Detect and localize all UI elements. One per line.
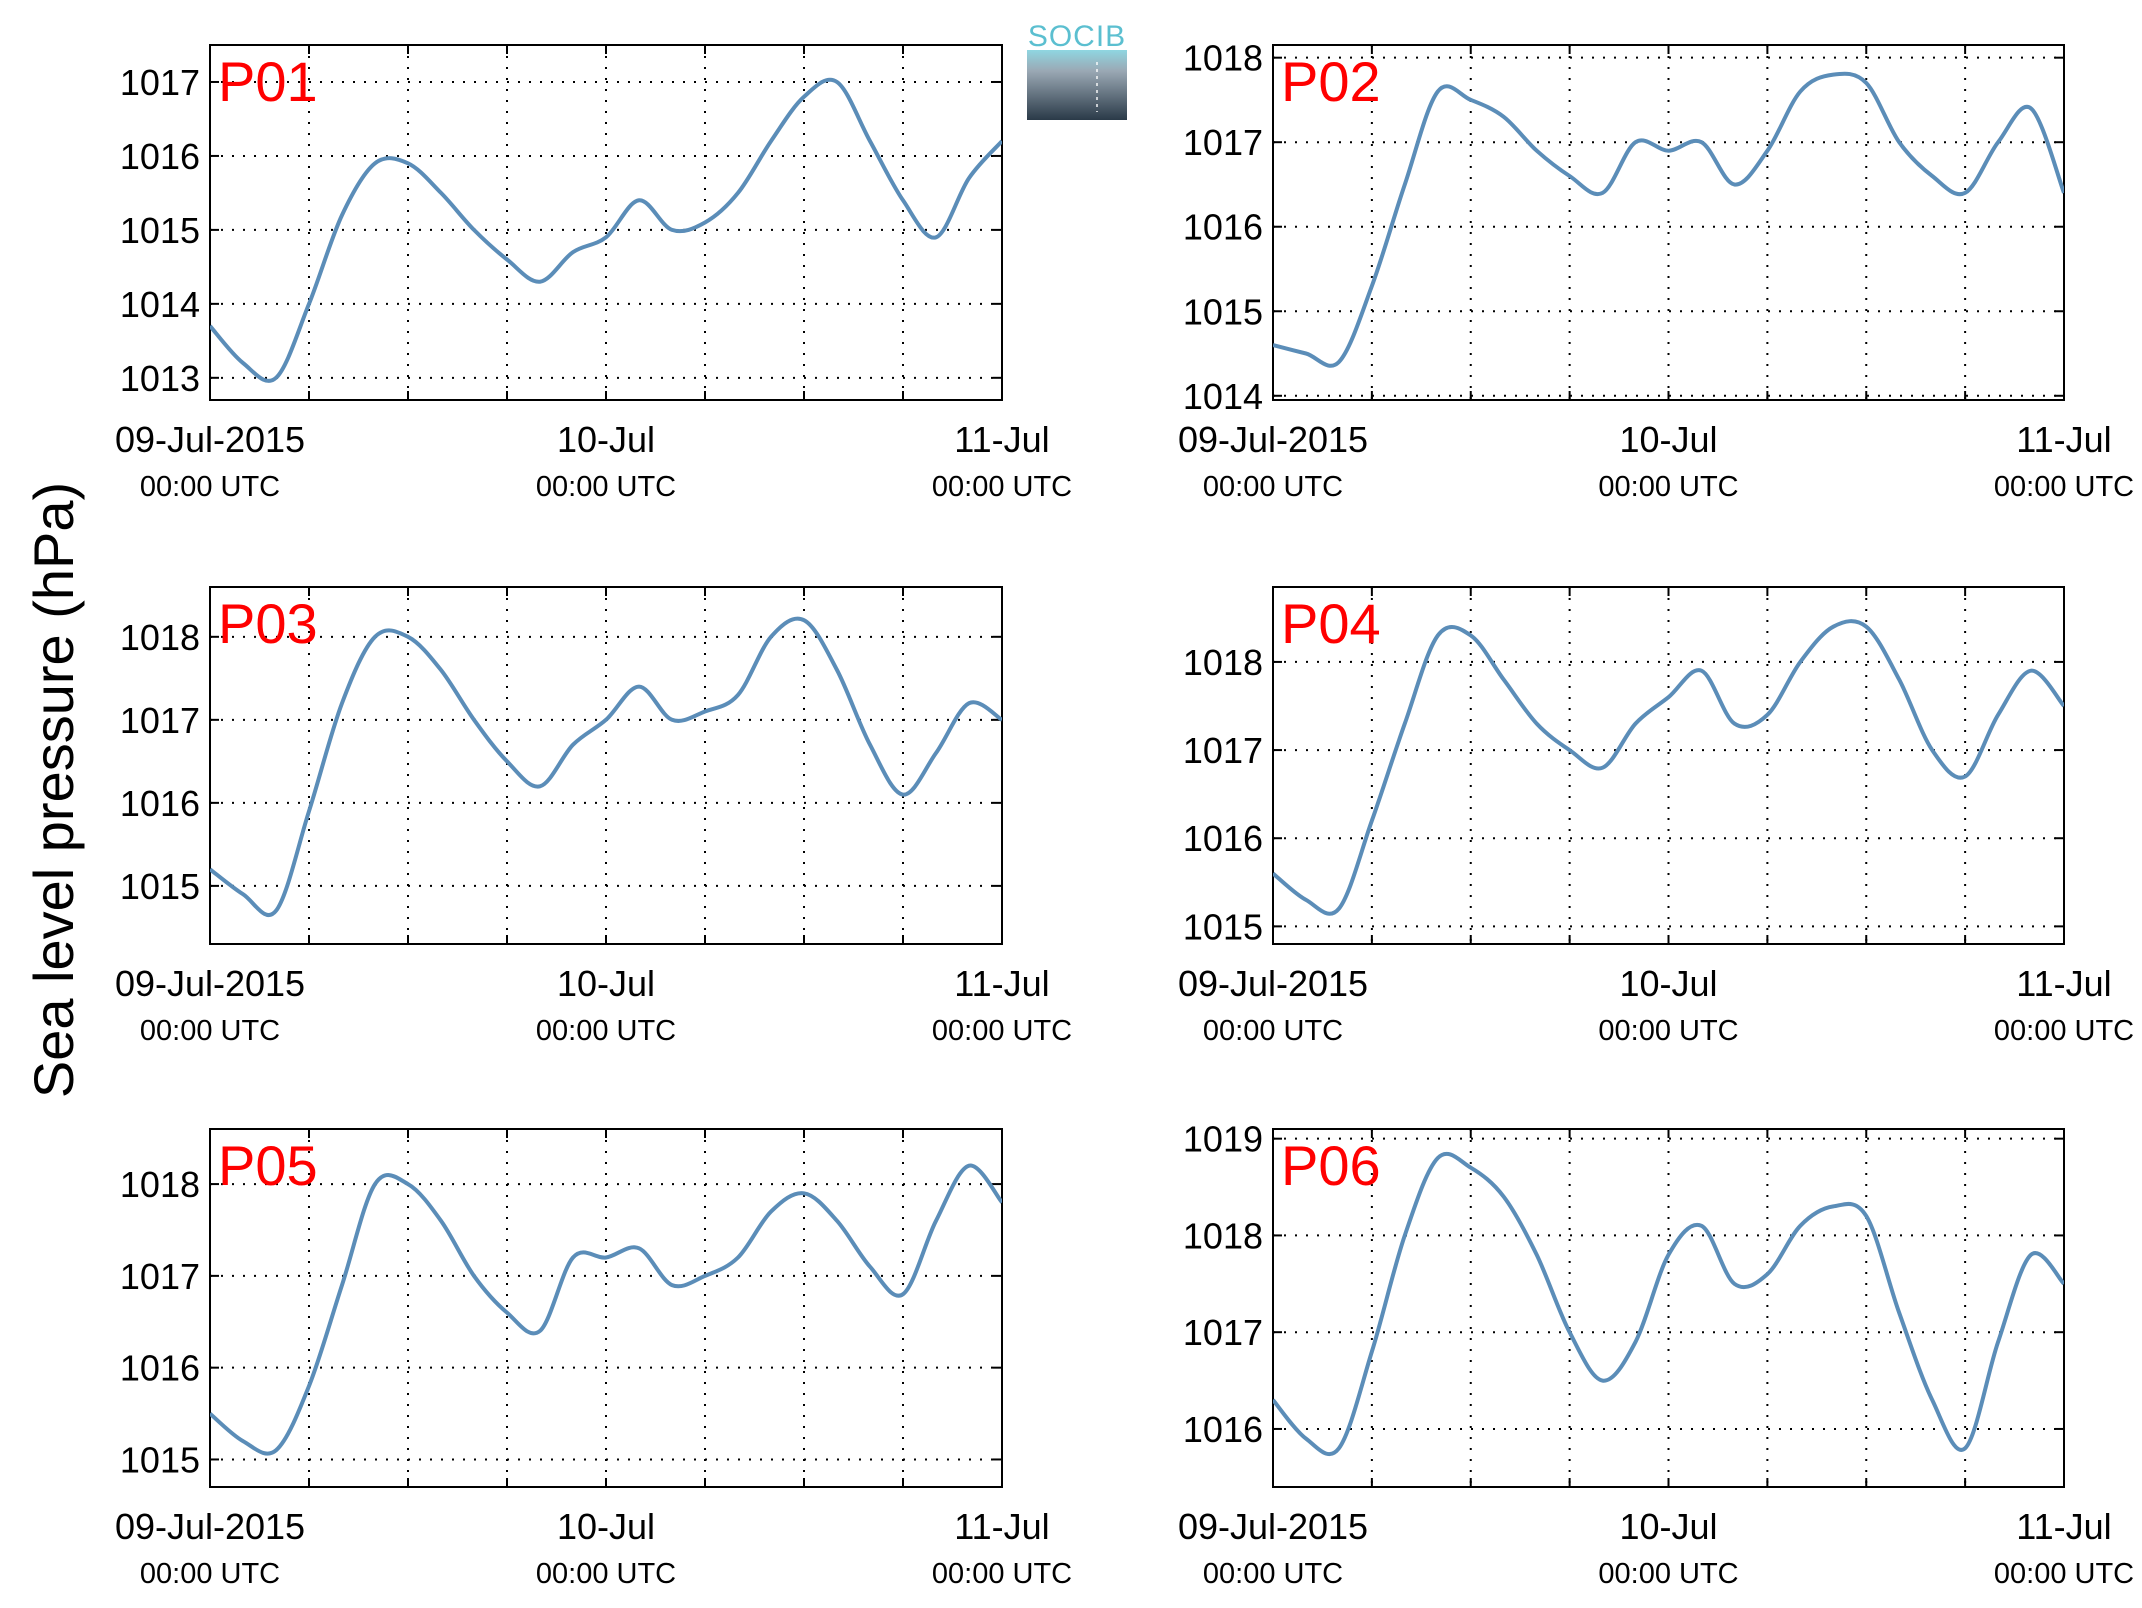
y-tick-label: 1019 [1183, 1119, 1263, 1160]
plot-frame [209, 1128, 1003, 1488]
y-tick-label: 1018 [1183, 642, 1263, 683]
series-line [210, 1163, 1002, 1456]
y-tick-label: 1018 [1183, 38, 1263, 79]
x-tick-label-date: 09-Jul-2015 [115, 1506, 305, 1547]
x-tick-label-date: 11-Jul [2016, 963, 2111, 1004]
x-tick-label-time: 00:00 UTC [1598, 1558, 1738, 1590]
y-tick-label: 1015 [1183, 906, 1263, 947]
x-tick-label-date: 09-Jul-2015 [115, 963, 305, 1004]
x-tick-label-time: 00:00 UTC [140, 1015, 280, 1047]
panel-label: P06 [1281, 1134, 1381, 1197]
socib-logo: SOCIB [1027, 20, 1127, 120]
y-tick-label: 1017 [120, 62, 200, 103]
y-tick-label: 1014 [120, 284, 200, 325]
panel-p01: 1013 1014 1015 1016 1017 09-Jul-2015 00:00 UTC… [115, 44, 1072, 503]
x-tick-label-time: 00:00 UTC [1203, 471, 1343, 503]
x-tick-label-time: 00:00 UTC [1598, 1015, 1738, 1047]
panel-p02: 1014 1015 1016 1017 1018 09-Jul-2015 00:00 UTC… [1178, 38, 2134, 503]
x-tick-label-time: 00:00 UTC [1994, 1558, 2134, 1590]
x-tick-label-date: 09-Jul-2015 [1178, 419, 1368, 460]
x-tick-label-date: 11-Jul [2016, 1506, 2111, 1547]
y-tick-label: 1015 [120, 210, 200, 251]
y-tick-label: 1017 [120, 1256, 200, 1297]
series-line [1273, 619, 2064, 916]
panel-p03: 1015 1016 1017 1018 09-Jul-2015 00:00 UTC 10-J… [115, 586, 1072, 1047]
series-line [1273, 71, 2064, 368]
y-tick-label: 1015 [120, 866, 200, 907]
x-tick-label-time: 00:00 UTC [1994, 471, 2134, 503]
x-tick-label-date: 11-Jul [954, 963, 1049, 1004]
x-tick-label-date: 10-Jul [1619, 963, 1717, 1004]
x-tick-label-date: 09-Jul-2015 [115, 419, 305, 460]
y-tick-label: 1017 [120, 700, 200, 741]
y-tick-label: 1018 [120, 617, 200, 658]
y-tick-label: 1017 [1183, 1312, 1263, 1353]
y-tick-label: 1017 [1183, 730, 1263, 771]
y-tick-label: 1015 [1183, 291, 1263, 332]
panel-label: P02 [1281, 50, 1381, 113]
x-tick-label-date: 11-Jul [954, 1506, 1049, 1547]
panel-label: P04 [1281, 592, 1381, 655]
y-tick-label: 1016 [1183, 1409, 1263, 1450]
panel-label: P03 [218, 592, 318, 655]
y-tick-label: 1016 [1183, 818, 1263, 859]
plot-frame [209, 586, 1003, 945]
y-tick-label: 1015 [120, 1439, 200, 1480]
x-tick-label-date: 09-Jul-2015 [1178, 963, 1368, 1004]
x-tick-label-time: 00:00 UTC [140, 1558, 280, 1590]
panel-p04: 1015 1016 1017 1018 09-Jul-2015 00:00 UTC 10-J… [1178, 586, 2134, 1047]
y-tick-label: 1016 [120, 136, 200, 177]
x-tick-label-date: 11-Jul [954, 419, 1049, 460]
y-tick-label: 1017 [1183, 122, 1263, 163]
panel-label: P05 [218, 1134, 318, 1197]
x-tick-label-time: 00:00 UTC [536, 471, 676, 503]
series-line [210, 77, 1002, 383]
x-tick-label-date: 10-Jul [557, 963, 655, 1004]
y-axis-label: Sea level pressure (hPa) [22, 482, 85, 1098]
panel-p05: 1015 1016 1017 1018 09-Jul-2015 00:00 UTC 10-J… [115, 1128, 1072, 1590]
panel-label: P01 [218, 50, 318, 113]
x-tick-label-time: 00:00 UTC [1598, 471, 1738, 503]
y-tick-label: 1013 [120, 358, 200, 399]
x-tick-label-date: 11-Jul [2016, 419, 2111, 460]
x-tick-label-date: 10-Jul [557, 419, 655, 460]
x-tick-label-time: 00:00 UTC [932, 471, 1072, 503]
x-tick-label-time: 00:00 UTC [536, 1015, 676, 1047]
x-tick-label-date: 10-Jul [1619, 1506, 1717, 1547]
x-tick-label-date: 10-Jul [557, 1506, 655, 1547]
socib-logo-text: SOCIB [1028, 20, 1126, 53]
series-line [1273, 1151, 2064, 1457]
y-tick-label: 1018 [120, 1164, 200, 1205]
y-tick-label: 1016 [120, 1348, 200, 1389]
x-tick-label-time: 00:00 UTC [1203, 1558, 1343, 1590]
x-tick-label-time: 00:00 UTC [536, 1558, 676, 1590]
x-tick-label-time: 00:00 UTC [1203, 1015, 1343, 1047]
x-tick-label-time: 00:00 UTC [932, 1558, 1072, 1590]
y-tick-label: 1016 [120, 783, 200, 824]
panel-p06: 1016 1017 1018 1019 09-Jul-2015 00:00 UTC 10-J… [1178, 1119, 2134, 1590]
x-tick-label-time: 00:00 UTC [1994, 1015, 2134, 1047]
x-tick-label-date: 09-Jul-2015 [1178, 1506, 1368, 1547]
x-tick-label-time: 00:00 UTC [932, 1015, 1072, 1047]
y-tick-label: 1014 [1183, 376, 1263, 417]
x-tick-label-time: 00:00 UTC [140, 471, 280, 503]
series-line [210, 616, 1002, 917]
y-tick-label: 1016 [1183, 207, 1263, 248]
x-tick-label-date: 10-Jul [1619, 419, 1717, 460]
y-tick-label: 1018 [1183, 1215, 1263, 1256]
socib-logo-block [1027, 50, 1127, 120]
